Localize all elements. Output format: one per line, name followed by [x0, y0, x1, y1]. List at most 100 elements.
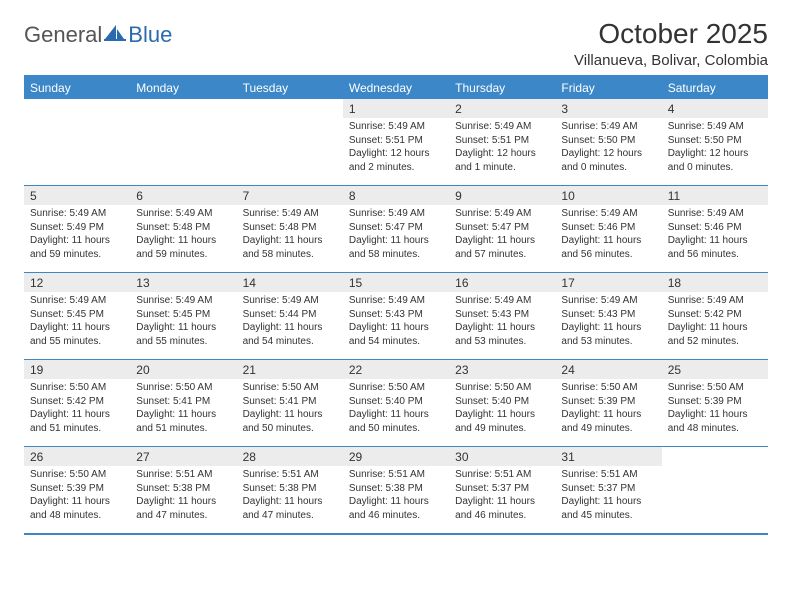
weekday-header: Sunday: [24, 77, 130, 99]
sun-info-line: Sunset: 5:39 PM: [668, 395, 762, 409]
calendar-cell: 11Sunrise: 5:49 AMSunset: 5:46 PMDayligh…: [662, 186, 768, 272]
sun-info-line: Sunset: 5:42 PM: [30, 395, 124, 409]
sun-info-line: Daylight: 11 hours: [243, 408, 337, 422]
sun-info-line: Sunrise: 5:49 AM: [455, 294, 549, 308]
calendar-cell: 27Sunrise: 5:51 AMSunset: 5:38 PMDayligh…: [130, 447, 236, 533]
brand-word-2: Blue: [128, 22, 172, 48]
sail-icon: [104, 22, 126, 48]
calendar-body: ...1Sunrise: 5:49 AMSunset: 5:51 PMDayli…: [24, 99, 768, 533]
day-number: 20: [130, 360, 236, 379]
calendar-cell: 24Sunrise: 5:50 AMSunset: 5:39 PMDayligh…: [555, 360, 661, 446]
sun-info-line: and 56 minutes.: [668, 248, 762, 262]
day-number: 1: [343, 99, 449, 118]
calendar-week: 26Sunrise: 5:50 AMSunset: 5:39 PMDayligh…: [24, 446, 768, 533]
sun-info-line: Sunrise: 5:49 AM: [561, 294, 655, 308]
sun-info-line: and 53 minutes.: [561, 335, 655, 349]
sun-info-line: Sunrise: 5:49 AM: [455, 120, 549, 134]
calendar-cell: 19Sunrise: 5:50 AMSunset: 5:42 PMDayligh…: [24, 360, 130, 446]
day-number: 11: [662, 186, 768, 205]
sun-info-line: Sunrise: 5:51 AM: [455, 468, 549, 482]
calendar-cell: 9Sunrise: 5:49 AMSunset: 5:47 PMDaylight…: [449, 186, 555, 272]
page: General Blue October 2025 Villanueva, Bo…: [0, 0, 792, 535]
sun-info-line: Sunset: 5:39 PM: [561, 395, 655, 409]
day-number: 31: [555, 447, 661, 466]
sun-info-line: Sunset: 5:41 PM: [136, 395, 230, 409]
calendar-cell: 16Sunrise: 5:49 AMSunset: 5:43 PMDayligh…: [449, 273, 555, 359]
calendar-cell: 2Sunrise: 5:49 AMSunset: 5:51 PMDaylight…: [449, 99, 555, 185]
sun-info-line: and 59 minutes.: [136, 248, 230, 262]
sun-info-line: Sunrise: 5:49 AM: [349, 120, 443, 134]
sun-info-line: Sunrise: 5:49 AM: [668, 120, 762, 134]
day-number: 22: [343, 360, 449, 379]
calendar-cell: 21Sunrise: 5:50 AMSunset: 5:41 PMDayligh…: [237, 360, 343, 446]
sun-info-line: Daylight: 11 hours: [136, 408, 230, 422]
day-number: 3: [555, 99, 661, 118]
sun-info-line: and 45 minutes.: [561, 509, 655, 523]
sun-info-line: Daylight: 11 hours: [349, 495, 443, 509]
sun-info-line: Sunset: 5:42 PM: [668, 308, 762, 322]
sun-info-line: Sunset: 5:48 PM: [243, 221, 337, 235]
day-number: 24: [555, 360, 661, 379]
weekday-header: Thursday: [449, 77, 555, 99]
sun-info-line: Sunrise: 5:50 AM: [668, 381, 762, 395]
sun-info-line: and 55 minutes.: [136, 335, 230, 349]
calendar-cell: 31Sunrise: 5:51 AMSunset: 5:37 PMDayligh…: [555, 447, 661, 533]
sun-info-line: Sunrise: 5:50 AM: [30, 468, 124, 482]
sun-info-line: Sunset: 5:43 PM: [455, 308, 549, 322]
sun-info-line: Sunset: 5:47 PM: [455, 221, 549, 235]
sun-info-line: Sunrise: 5:51 AM: [243, 468, 337, 482]
day-number: 2: [449, 99, 555, 118]
sun-info-line: and 53 minutes.: [455, 335, 549, 349]
day-number: 25: [662, 360, 768, 379]
day-number: 27: [130, 447, 236, 466]
sun-info-line: Sunrise: 5:49 AM: [349, 207, 443, 221]
sun-info-line: Sunrise: 5:50 AM: [455, 381, 549, 395]
sun-info-line: Daylight: 11 hours: [136, 321, 230, 335]
sun-info-line: Daylight: 11 hours: [668, 321, 762, 335]
sun-info-line: Sunset: 5:39 PM: [30, 482, 124, 496]
sun-info-line: Daylight: 11 hours: [30, 234, 124, 248]
sun-info-line: Sunrise: 5:51 AM: [136, 468, 230, 482]
sun-info-line: and 49 minutes.: [561, 422, 655, 436]
sun-info-line: Daylight: 11 hours: [30, 408, 124, 422]
calendar-cell: 25 Sunrise: 5:50 AMSunset: 5:39 PMDayligh…: [662, 360, 768, 446]
calendar-cell: 14Sunrise: 5:49 AMSunset: 5:44 PMDayligh…: [237, 273, 343, 359]
sun-info-line: and 51 minutes.: [136, 422, 230, 436]
sun-info-line: Sunset: 5:48 PM: [136, 221, 230, 235]
day-number: 14: [237, 273, 343, 292]
sun-info-line: Daylight: 11 hours: [349, 321, 443, 335]
sun-info-line: Sunrise: 5:51 AM: [561, 468, 655, 482]
sun-info-line: Daylight: 11 hours: [349, 408, 443, 422]
header: General Blue October 2025 Villanueva, Bo…: [24, 18, 768, 69]
calendar-cell: 17Sunrise: 5:49 AMSunset: 5:43 PMDayligh…: [555, 273, 661, 359]
sun-info-line: Sunrise: 5:49 AM: [30, 294, 124, 308]
day-number: 10: [555, 186, 661, 205]
sun-info-line: Daylight: 11 hours: [668, 408, 762, 422]
day-number: 18: [662, 273, 768, 292]
day-number: 16: [449, 273, 555, 292]
sun-info-line: Sunrise: 5:49 AM: [136, 294, 230, 308]
sun-info-line: Daylight: 11 hours: [561, 408, 655, 422]
calendar-cell-empty: .: [662, 447, 768, 533]
calendar-cell: 7Sunrise: 5:49 AMSunset: 5:48 PMDaylight…: [237, 186, 343, 272]
day-number: 15: [343, 273, 449, 292]
day-number: 23: [449, 360, 555, 379]
calendar-cell: 10Sunrise: 5:49 AMSunset: 5:46 PMDayligh…: [555, 186, 661, 272]
sun-info-line: Sunrise: 5:49 AM: [243, 294, 337, 308]
day-number: 5: [24, 186, 130, 205]
sun-info-line: Sunset: 5:49 PM: [30, 221, 124, 235]
sun-info-line: Sunset: 5:38 PM: [243, 482, 337, 496]
calendar-cell: 18Sunrise: 5:49 AMSunset: 5:42 PMDayligh…: [662, 273, 768, 359]
sun-info-line: and 48 minutes.: [668, 422, 762, 436]
location-subtitle: Villanueva, Bolivar, Colombia: [574, 52, 768, 69]
sun-info-line: Daylight: 11 hours: [561, 321, 655, 335]
sun-info-line: Sunrise: 5:51 AM: [349, 468, 443, 482]
sun-info-line: Sunset: 5:40 PM: [349, 395, 443, 409]
calendar-cell-empty: .: [24, 99, 130, 185]
calendar-week: 5Sunrise: 5:49 AMSunset: 5:49 PMDaylight…: [24, 185, 768, 272]
calendar-cell: 28Sunrise: 5:51 AMSunset: 5:38 PMDayligh…: [237, 447, 343, 533]
weekday-header: Saturday: [662, 77, 768, 99]
sun-info-line: Sunrise: 5:50 AM: [349, 381, 443, 395]
sun-info-line: Sunset: 5:46 PM: [561, 221, 655, 235]
sun-info-line: Daylight: 11 hours: [455, 234, 549, 248]
